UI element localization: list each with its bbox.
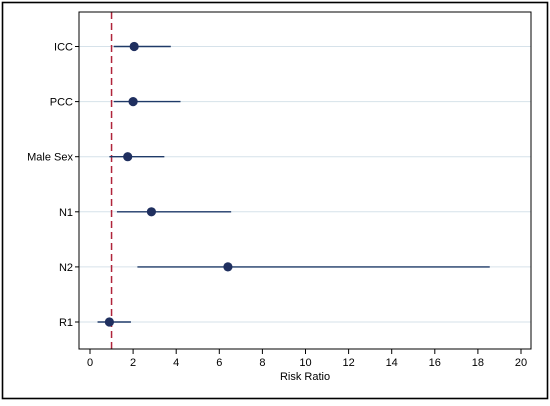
row-label: PCC (50, 97, 73, 109)
x-tick-label: 0 (87, 357, 93, 369)
confidence-intervals (97, 45, 490, 323)
row-label: Male Sex (27, 152, 73, 164)
x-axis-ticks: 0 2 4 6 8 10 12 14 16 18 20 (87, 349, 527, 369)
x-tick-label: 16 (429, 357, 441, 369)
x-tick-label: 6 (216, 357, 222, 369)
x-axis-title: Risk Ratio (280, 371, 330, 383)
x-tick-label: 20 (515, 357, 527, 369)
estimate-marker (123, 152, 133, 162)
estimate-marker (146, 207, 157, 217)
x-tick-label: 18 (472, 357, 484, 369)
x-tick-label: 2 (130, 357, 136, 369)
x-tick-label: 14 (386, 357, 398, 369)
x-tick-label: 12 (342, 357, 354, 369)
estimate-marker (129, 41, 139, 52)
row-label: N2 (59, 262, 73, 274)
x-tick-label: 4 (173, 357, 179, 369)
row-label: ICC (54, 42, 73, 54)
outer-frame (1, 1, 549, 400)
point-estimates (104, 41, 233, 327)
estimate-marker (104, 317, 114, 327)
row-label: R1 (59, 317, 73, 329)
row-label: N1 (59, 207, 73, 219)
estimate-marker (223, 262, 233, 272)
x-tick-label: 8 (259, 357, 265, 369)
estimate-marker (128, 97, 138, 107)
row-labels: ICC PCC Male Sex N1 N2 R1 (27, 42, 79, 329)
x-tick-label: 10 (299, 357, 311, 369)
